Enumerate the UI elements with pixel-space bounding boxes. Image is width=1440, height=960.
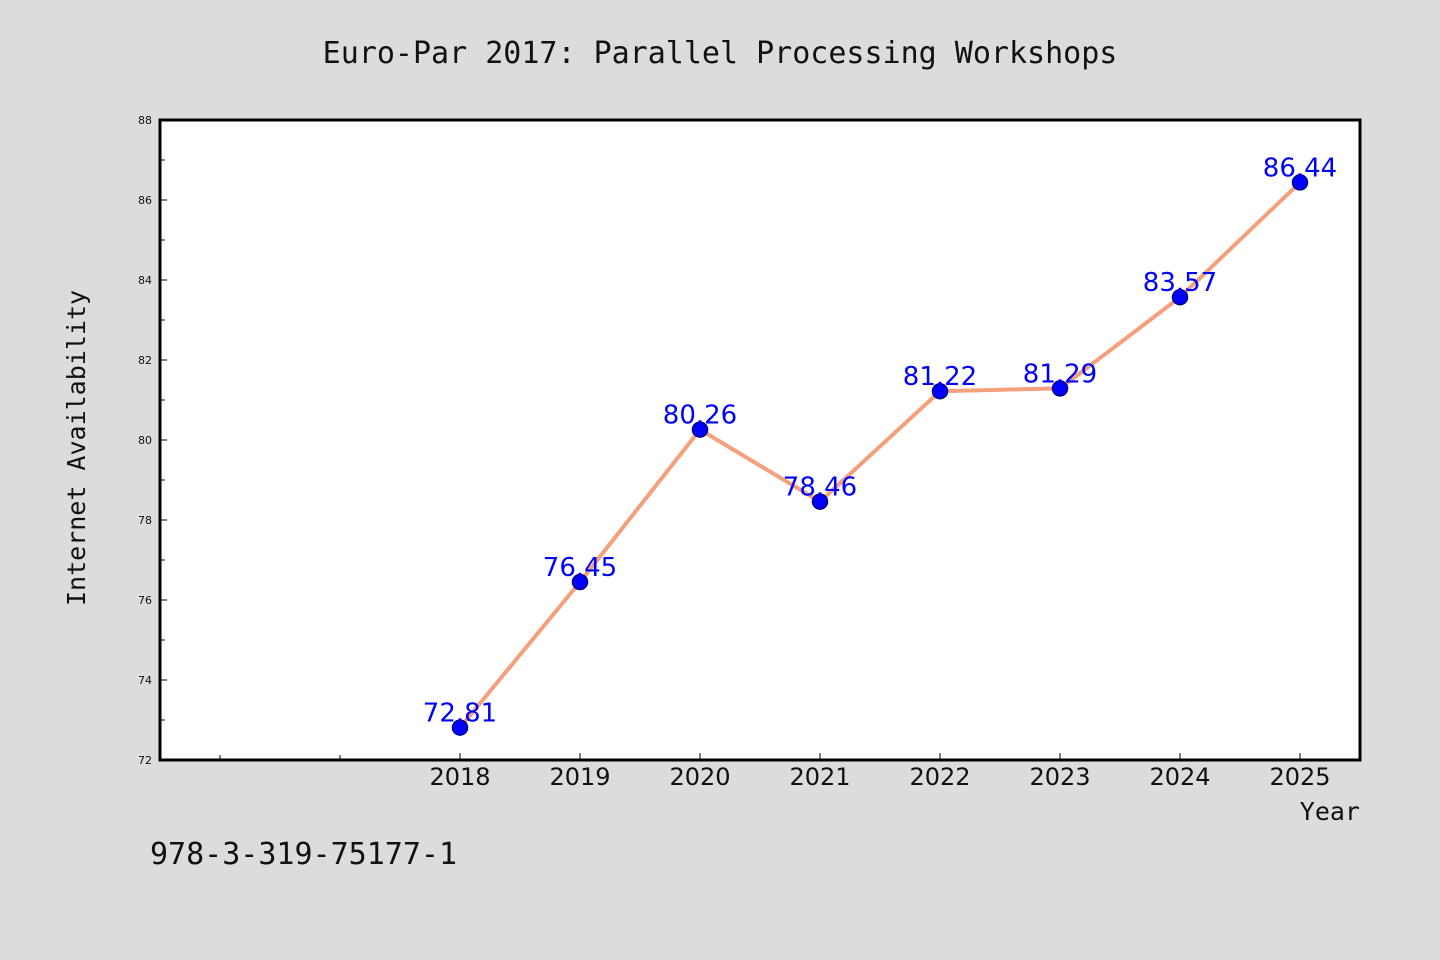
y-tick-label: 84 [138,274,152,287]
data-label: 78.46 [783,473,857,503]
data-point [451,719,469,736]
y-tick-label: 86 [138,194,152,207]
x-tick-label: 2024 [1149,763,1210,791]
isbn-footnote: 978-3-319-75177-1 [150,837,457,872]
y-tick-label: 88 [138,114,152,127]
data-labels: 72.81 76.45 80.26 78.46 81.22 81.29 83.57 86.44 [423,153,1337,728]
x-axis-label: Year [1300,797,1360,826]
plot-area [160,120,1360,760]
data-point [1291,174,1309,191]
y-axis-label: Internet Availability [62,290,91,606]
x-tick-label: 2021 [789,763,850,791]
data-label: 72.81 [423,699,497,729]
data-point [931,382,949,400]
chart-title: Euro-Par 2017: Parallel Processing Works… [323,36,1118,71]
data-label: 81.29 [1023,359,1097,389]
x-tick-label: 2022 [909,763,970,791]
x-tick-label: 2019 [549,763,610,791]
y-tick-label: 78 [138,514,152,527]
x-tick-label: 2023 [1029,763,1090,791]
x-tick-label: 2018 [429,763,490,791]
data-label: 81.22 [903,362,977,392]
y-tick-label: 82 [138,354,152,367]
data-point [571,573,589,591]
y-tick-label: 72 [138,754,152,767]
y-tick-label: 80 [138,434,152,447]
data-label: 76.45 [543,553,617,583]
x-tick-label: 2020 [669,763,730,791]
series-line [458,180,1302,729]
series-markers [451,174,1309,736]
y-tick-label: 76 [138,594,152,607]
plot-frame [158,118,1362,762]
y-axis-ticks: 72 74 76 78 80 82 84 86 88 [138,114,167,767]
data-label: 86.44 [1263,153,1337,183]
x-tick-label: 2025 [1269,763,1330,791]
data-label: 80.26 [663,401,737,431]
data-point [691,421,709,438]
data-point [1171,288,1189,306]
data-label: 83.57 [1143,268,1217,298]
data-point [1051,380,1069,397]
y-tick-label: 74 [138,674,152,687]
data-point [811,493,829,510]
x-axis-ticks: 2018 2019 2020 2021 2022 2023 2024 2025 [219,753,1331,791]
